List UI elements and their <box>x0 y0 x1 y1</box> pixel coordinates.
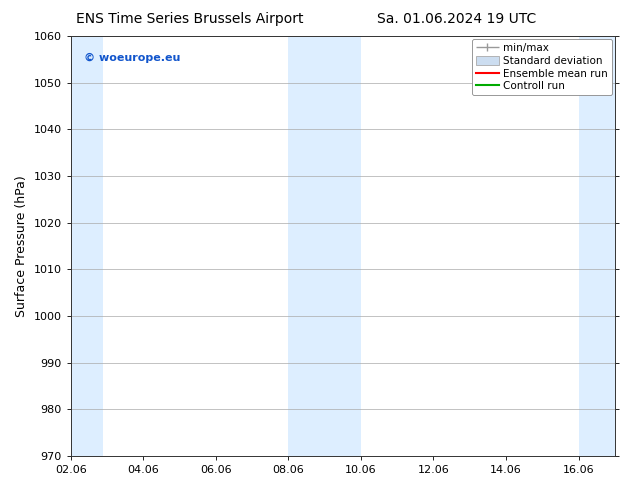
Y-axis label: Surface Pressure (hPa): Surface Pressure (hPa) <box>15 175 28 317</box>
Text: © woeurope.eu: © woeurope.eu <box>84 53 181 63</box>
Bar <box>69 36 103 456</box>
Bar <box>579 36 617 456</box>
Legend: min/max, Standard deviation, Ensemble mean run, Controll run: min/max, Standard deviation, Ensemble me… <box>472 39 612 96</box>
Bar <box>288 36 361 456</box>
Text: ENS Time Series Brussels Airport: ENS Time Series Brussels Airport <box>77 12 304 26</box>
Text: Sa. 01.06.2024 19 UTC: Sa. 01.06.2024 19 UTC <box>377 12 536 26</box>
